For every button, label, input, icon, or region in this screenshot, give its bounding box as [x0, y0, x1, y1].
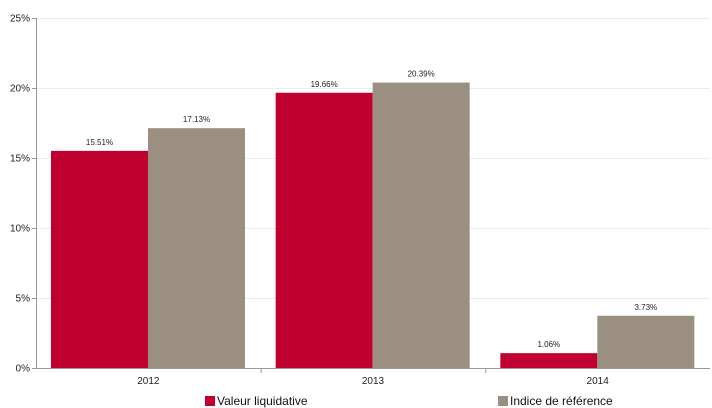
data-labels: 15.51% 17.13% 19.66% 20.39% 1.06% 3.73% [86, 70, 657, 350]
data-label: 15.51% [86, 138, 113, 147]
axes: 0% 5% 10% 15% 20% 25% 2012 2013 2014 [10, 14, 710, 387]
bars [51, 82, 695, 368]
bar [148, 128, 245, 368]
y-tick-label: 0% [16, 364, 31, 375]
legend-swatch-indice-de-reference [498, 396, 508, 406]
legend-label-valeur-liquidative: Valeur liquidative [217, 394, 308, 408]
bar [500, 353, 598, 368]
y-tick-label: 5% [16, 294, 31, 305]
x-tick-label: 2013 [362, 376, 385, 387]
data-label: 3.73% [634, 303, 657, 312]
data-label: 17.13% [183, 115, 210, 124]
y-tick-label: 25% [10, 14, 30, 25]
legend-item-valeur-liquidative: Valeur liquidative [205, 394, 308, 408]
legend-swatch-valeur-liquidative [205, 396, 215, 406]
y-tick-label: 20% [10, 84, 30, 95]
data-label: 19.66% [311, 80, 338, 89]
y-tick-label: 10% [10, 224, 30, 235]
data-label: 1.06% [537, 340, 560, 349]
data-label: 20.39% [408, 70, 435, 79]
bar [597, 315, 695, 368]
x-tick-label: 2014 [587, 376, 610, 387]
y-tick-label: 15% [10, 154, 30, 165]
legend-label-indice-de-reference: Indice de référence [510, 394, 613, 408]
bar [51, 150, 148, 368]
bar [275, 92, 373, 368]
legend-item-indice-de-reference: Indice de référence [498, 394, 613, 408]
bar [372, 82, 470, 368]
x-tick-label: 2012 [137, 376, 160, 387]
